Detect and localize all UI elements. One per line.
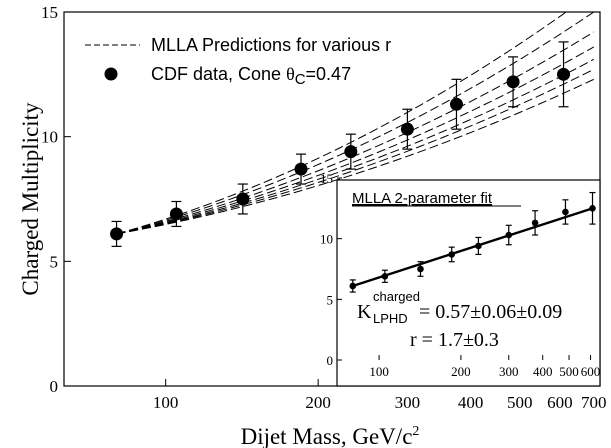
y-tick-label: 10	[41, 128, 58, 147]
inset-data-point	[417, 265, 424, 273]
k-lphd-sys-error: ±0.09	[516, 301, 562, 323]
inset-x-tick-label: 500	[559, 364, 579, 379]
cdf-data-points	[110, 41, 571, 247]
y-tick-label: 5	[50, 252, 59, 271]
inset-fit-and-points	[349, 191, 596, 293]
inset-x-tick-label: 200	[451, 364, 471, 379]
data-point	[344, 145, 358, 159]
inset-y-tick-label: 0	[327, 353, 334, 368]
inset-title: MLLA 2-parameter fit	[352, 190, 493, 207]
data-point	[110, 227, 124, 241]
y-tick-label: 15	[41, 3, 58, 22]
legend-marker-swatch	[104, 67, 118, 81]
y-tick-label: 0	[50, 377, 59, 396]
r-annotation: r = 1.7±0.3	[410, 329, 499, 351]
inset-y-tick-label: 10	[320, 232, 333, 247]
inset-data-point	[505, 231, 513, 239]
legend-label-tail: =0.47	[306, 64, 352, 84]
legend-theta-sub: C	[295, 71, 306, 88]
inset-frame	[336, 179, 601, 387]
data-point	[169, 207, 183, 221]
k-lphd-annotation: K	[357, 301, 372, 323]
inset-data-point	[349, 282, 357, 290]
inset-x-tick-label: 400	[533, 364, 553, 379]
inset-ticks: 100 200 300 400 500 600 0 5 10 15	[320, 171, 600, 379]
data-point	[294, 162, 308, 176]
inset-data-point	[381, 272, 389, 280]
data-point	[506, 75, 520, 89]
k-lphd-subscript: LPHD	[373, 311, 408, 326]
inset-x-tick-label: 100	[369, 364, 389, 379]
x-tick-label: 200	[305, 393, 331, 412]
inset-data-point	[562, 208, 569, 216]
y-axis-label: Charged Multiplicity	[18, 102, 43, 296]
data-point	[449, 97, 463, 111]
mlla-curve	[116, 58, 595, 235]
x-tick-label: 300	[395, 393, 421, 412]
x-axis-label-superscript: 2	[412, 424, 419, 439]
mlla-curve	[116, 46, 595, 235]
x-tick-label: 400	[458, 393, 484, 412]
inset-chart: 100 200 300 400 500 600 0 5 10 15 MLLA 2-paramete…	[320, 171, 601, 387]
legend-label-mlla: MLLA Predictions for various r	[151, 35, 391, 55]
inset-fit-line	[352, 207, 593, 288]
x-tick-label: 100	[153, 393, 179, 412]
r-error: ±0.3	[463, 329, 499, 351]
mlla-curve	[116, 78, 595, 235]
inset-data-point	[475, 242, 482, 250]
k-lphd-superscript: charged	[373, 289, 420, 304]
inset-x-tick-label: 600	[581, 364, 601, 379]
k-lphd-stat-error: ±0.06	[470, 301, 516, 323]
x-tick-label: 500	[507, 393, 533, 412]
legend-theta: θ	[286, 64, 295, 84]
inset-data-point	[531, 219, 539, 227]
legend-label-cdf: CDF data, Cone θC=0.47	[151, 64, 351, 88]
inset-y-tick-label: 5	[327, 292, 334, 307]
k-lphd-value: = 0.57±0.06±0.09	[419, 301, 562, 323]
mlla-curve	[116, 12, 568, 235]
x-axis-label: Dijet Mass, GeV/c2	[241, 424, 420, 448]
inset-data-point	[589, 205, 596, 212]
inset-x-tick-label: 300	[499, 364, 519, 379]
x-tick-label: 600	[547, 393, 573, 412]
inset-data-point	[448, 251, 455, 258]
inset-y-tick-label: 15	[320, 171, 333, 186]
legend: MLLA Predictions for various r CDF data,…	[85, 35, 391, 88]
data-point	[557, 67, 571, 81]
data-point	[236, 192, 250, 206]
x-tick-label: 700	[581, 393, 607, 412]
data-point	[400, 122, 414, 136]
